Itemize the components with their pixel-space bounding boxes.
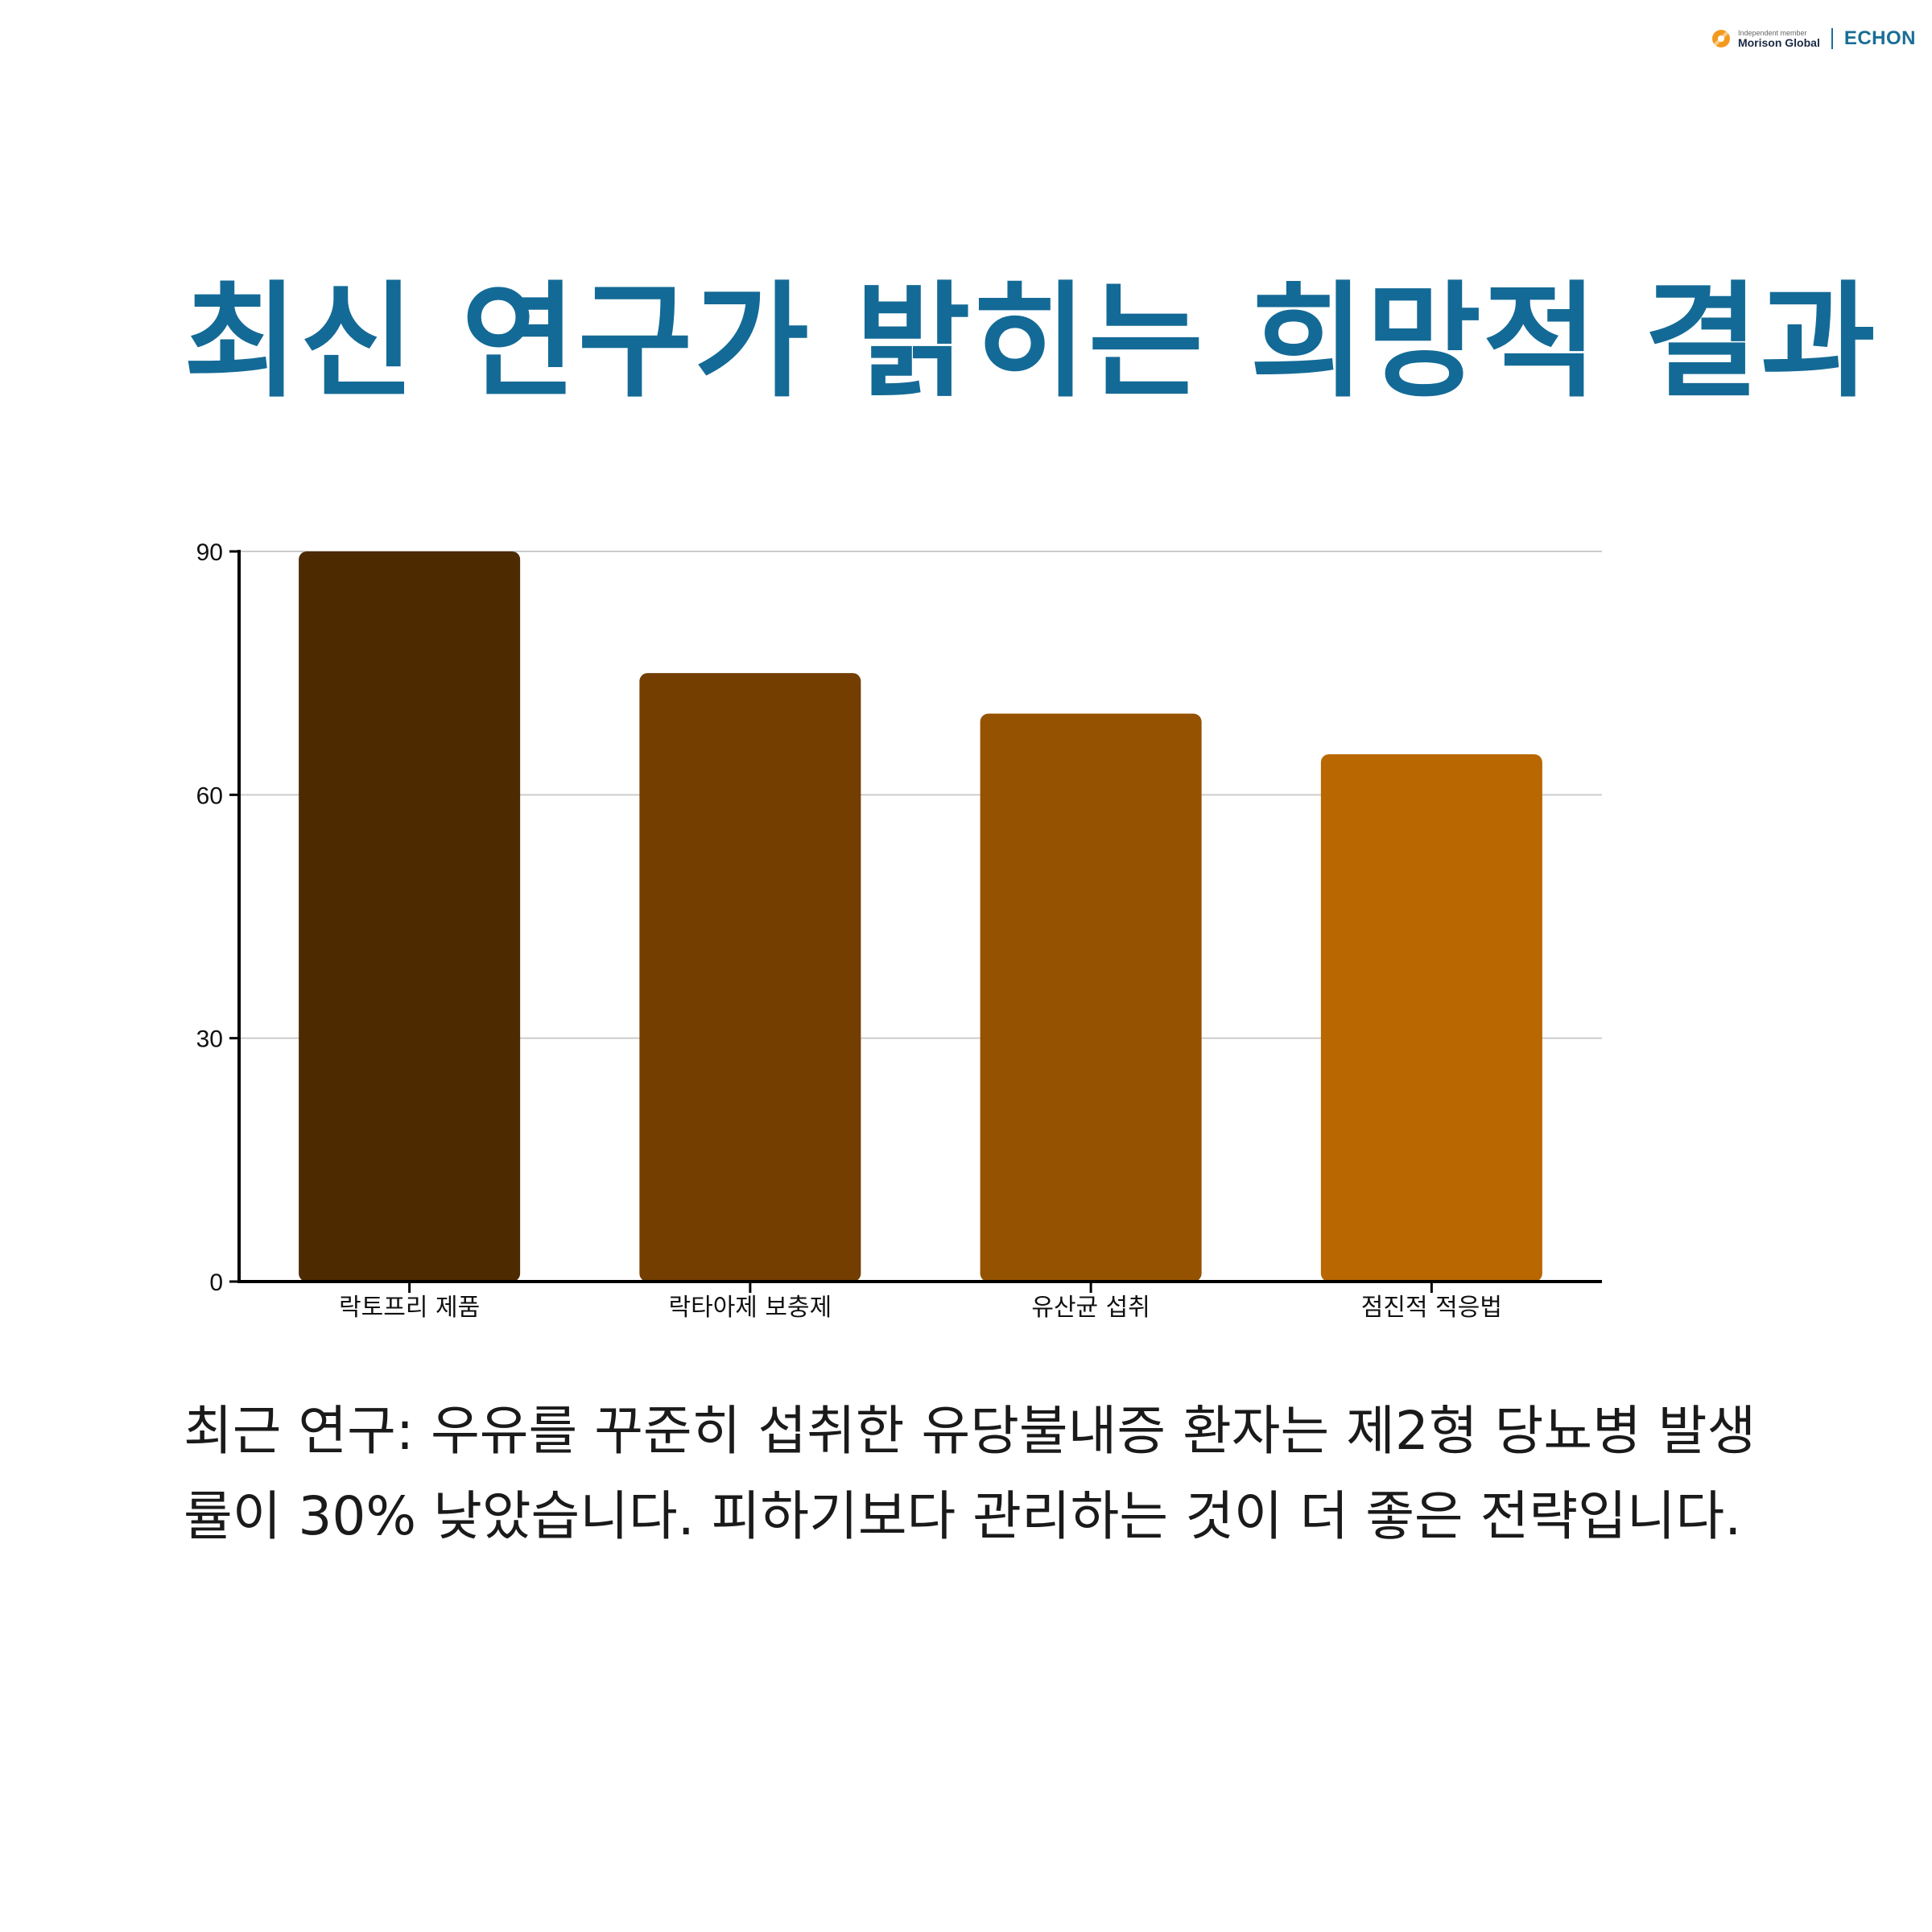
y-tick-label-2: 60 [196,782,223,809]
bar-0 [299,551,521,1282]
x-tick-label-0: 락토프리 제품 [339,1294,480,1322]
body-text: 최근 연구: 우유를 꾸준히 섭취한 유당불내증 환자는 제2형 당뇨병 발생률… [184,1400,1757,1547]
page-title: 최신 연구가 밝히는 희망적 결과 [184,269,1877,415]
x-tick-label-3: 점진적 적응법 [1361,1294,1502,1322]
bar-1 [639,673,861,1282]
logo-small-text: Independent member [1737,28,1807,37]
x-tick-label-2: 유산균 섭취 [1031,1294,1150,1322]
logo-divider [1831,28,1833,49]
axes [229,550,1602,1293]
bar-2 [980,713,1202,1282]
axis-labels: 0 30 60 90 락토프리 제품 락타아제 보충제 유산균 섭취 점진적 적응법 [196,539,1502,1322]
logo: Independent member Morison Global ECHON [1711,24,1916,53]
bars [299,551,1542,1282]
y-tick-label-3: 90 [196,539,223,566]
logo-network-name: Morison Global [1737,35,1820,49]
bar-3 [1320,753,1542,1282]
logo-brand-name: ECHON [1843,27,1916,49]
y-tick-label-0: 0 [209,1269,223,1296]
x-tick-label-1: 락타아제 보충제 [669,1294,832,1322]
y-tick-label-1: 30 [196,1026,223,1053]
morison-global-logo-icon [1711,30,1730,47]
